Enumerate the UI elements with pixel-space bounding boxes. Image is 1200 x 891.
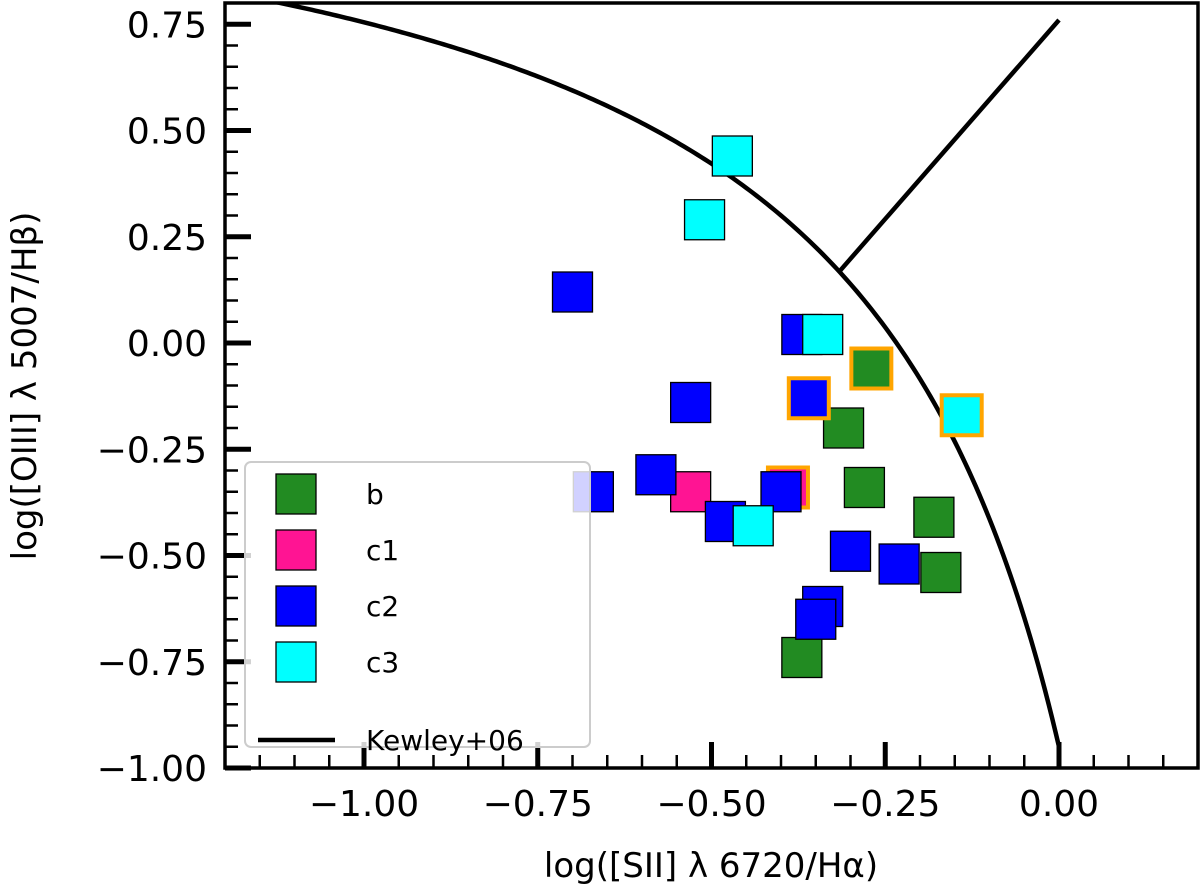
x-tick-label: −1.00 <box>309 784 419 825</box>
y-tick-label: 0.50 <box>127 112 207 153</box>
point-c2-3 <box>786 376 831 421</box>
point-c2-9 <box>878 543 920 585</box>
kewley06-divider-line <box>837 18 1061 274</box>
point-c3-4 <box>732 505 774 547</box>
x-tick-label: 0.00 <box>1019 784 1099 825</box>
y-tick-label: 0.00 <box>127 324 207 365</box>
legend-marker-c2 <box>275 585 317 627</box>
point-c3-2 <box>802 313 844 356</box>
x-axis-label: log([SII] λ 6720/Hα) <box>544 846 878 886</box>
point-c2-11 <box>795 598 837 640</box>
y-axis-label: log([OIII] λ 5007/Hβ) <box>5 212 45 561</box>
point-c3-1 <box>683 199 726 241</box>
legend-label-kewley06: Kewley+06 <box>366 724 524 757</box>
point-b-2 <box>843 466 886 509</box>
legend-marker-b <box>275 473 317 515</box>
y-tick-label: 0.25 <box>127 218 207 259</box>
legend-marker-c3 <box>275 641 317 683</box>
y-tick-label: −0.25 <box>97 430 207 471</box>
point-c2-5 <box>635 454 677 496</box>
point-b-3 <box>913 496 955 538</box>
kewley06-curve <box>269 3 1062 748</box>
point-c3-3 <box>939 393 984 438</box>
point-c2-8 <box>829 530 872 572</box>
legend-label-c1: c1 <box>366 534 399 567</box>
point-c2-0 <box>551 271 594 313</box>
point-c2-1 <box>670 381 712 424</box>
point-b-5 <box>781 636 823 679</box>
point-c3-0 <box>711 135 753 177</box>
x-tick-label: −0.75 <box>483 784 593 825</box>
point-c1-0 <box>670 471 712 513</box>
legend-box <box>244 461 591 748</box>
x-tick-label: −0.50 <box>656 784 766 825</box>
legend-label-c3: c3 <box>366 646 399 679</box>
legend-label-b: b <box>366 478 384 511</box>
y-tick-label: −0.75 <box>97 643 207 684</box>
point-b-4 <box>920 551 962 594</box>
y-tick-label: 0.75 <box>127 5 207 46</box>
legend-marker-c1 <box>275 529 317 571</box>
y-tick-label: −0.50 <box>97 537 207 578</box>
x-tick-label: −0.25 <box>830 784 940 825</box>
point-b-0 <box>849 346 894 391</box>
point-c2-7 <box>760 471 802 513</box>
legend-label-c2: c2 <box>366 590 399 623</box>
y-tick-label: −1.00 <box>97 749 207 790</box>
